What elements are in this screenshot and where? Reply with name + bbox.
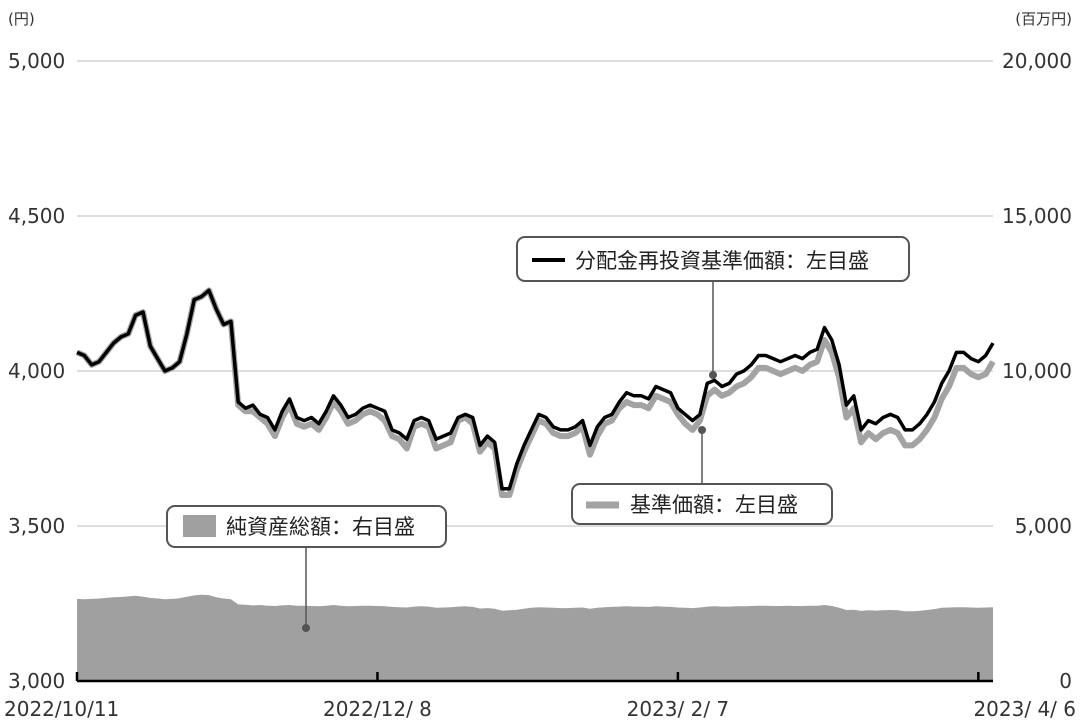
right-tick-label: 0 <box>1059 669 1072 693</box>
legend-nav: 基準価額：左目盛 <box>571 426 833 525</box>
x-tick-label: 2023/ 4/ 6 <box>973 697 1076 720</box>
legend-nav-label: 基準価額：左目盛 <box>630 493 798 517</box>
legend-net-assets-label: 純資産総額：右目盛 <box>226 515 415 539</box>
x-tick-label: 2022/12/ 8 <box>323 697 432 720</box>
x-tick-label: 2022/10/11 <box>4 697 119 720</box>
x-axis: 2022/10/11 2022/12/ 8 2023/ 2/ 7 2023/ 4/ 6 <box>4 672 1076 720</box>
left-tick-label: 5,000 <box>8 49 65 73</box>
right-tick-label: 20,000 <box>1002 49 1072 73</box>
legend-reinvested-nav: 分配金再投資基準価額：左目盛 <box>516 236 910 379</box>
right-tick-label: 10,000 <box>1002 359 1072 383</box>
nav-line <box>75 287 996 498</box>
right-tick-label: 15,000 <box>1002 204 1072 228</box>
x-tick-label: 2023/ 2/ 7 <box>627 697 730 720</box>
reinvested-nav-line <box>76 288 995 491</box>
right-tick-label: 5,000 <box>1015 514 1072 538</box>
left-tick-label: 3,500 <box>8 514 65 538</box>
gridlines <box>77 60 993 527</box>
legend-reinvested-nav-label: 分配金再投資基準価額：左目盛 <box>575 249 869 273</box>
net-assets-area <box>77 594 993 681</box>
left-axis-unit: (円) <box>8 10 35 28</box>
left-tick-label: 4,500 <box>8 204 65 228</box>
right-axis: 0 5,000 10,000 15,000 20,000 <box>1002 49 1072 693</box>
legend-area-swatch <box>183 515 216 537</box>
left-tick-label: 3,000 <box>8 669 65 693</box>
legend-net-assets: 純資産総額：右目盛 <box>166 505 447 632</box>
right-axis-unit: (百万円) <box>1015 10 1072 28</box>
left-tick-label: 4,000 <box>8 359 65 383</box>
left-axis: 3,000 3,500 4,000 4,500 5,000 <box>8 49 65 693</box>
